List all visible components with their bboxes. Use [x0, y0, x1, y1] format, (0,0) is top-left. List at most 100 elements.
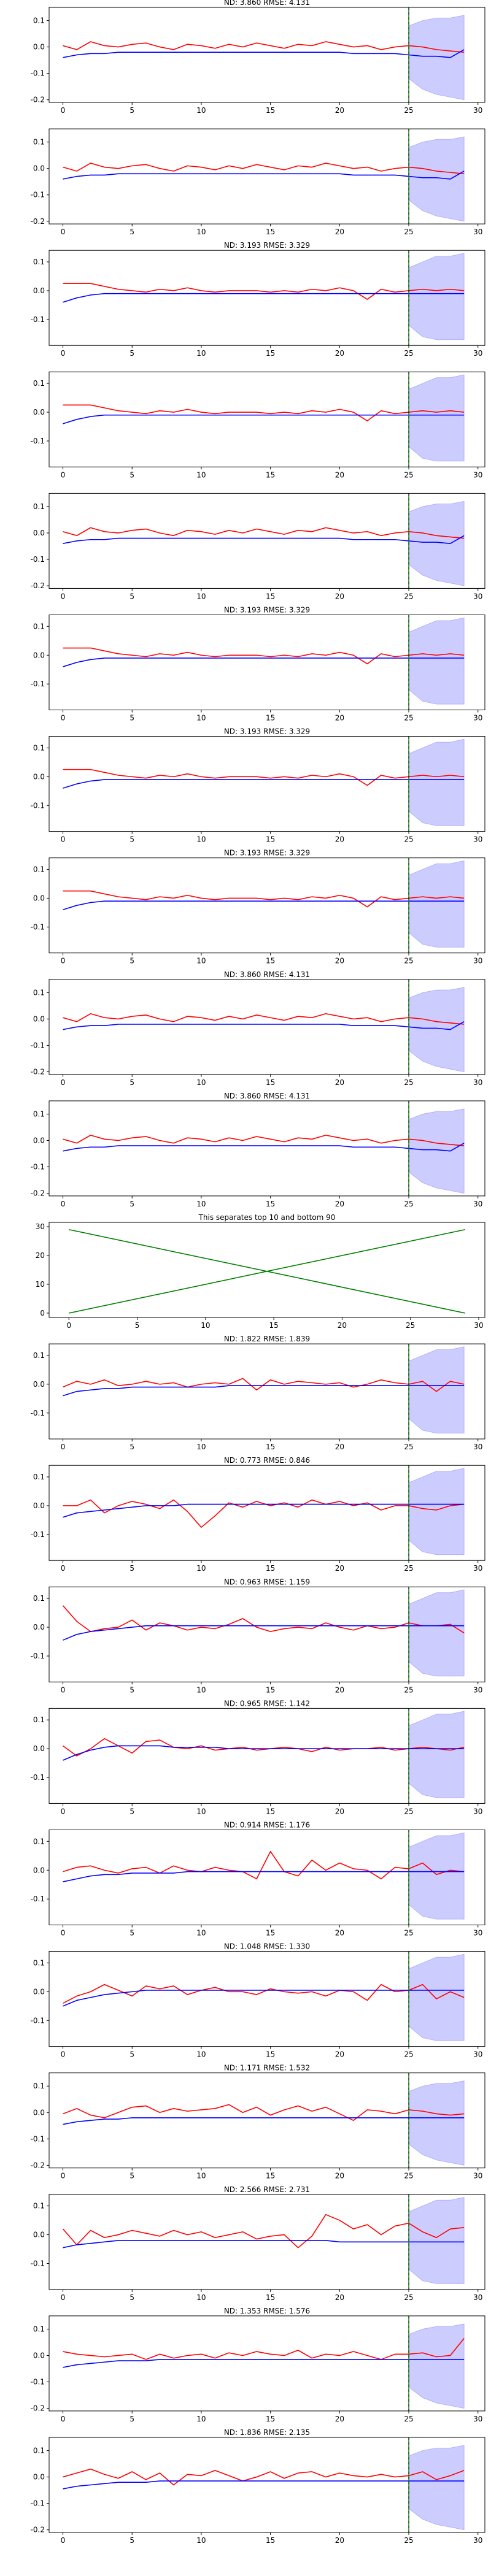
subplot-20: ND: 1.836 RMSE: 2.135 0 5 10 15 20 25 30 -0.2 -0.… [31, 2428, 485, 2545]
x-tick-label: 20 [335, 470, 344, 479]
x-tick-label: 20 [335, 714, 344, 723]
x-tick-label: 30 [473, 349, 482, 358]
y-tick-label: 0.0 [33, 1623, 45, 1631]
y-tick-label: 0.0 [33, 772, 45, 781]
x-tick-label: 5 [130, 1443, 134, 1451]
subplot-12: ND: 0.773 RMSE: 0.846 0 5 10 15 20 25 30 -0.1 0.0… [31, 1456, 485, 1573]
x-tick-label: 0 [61, 1200, 66, 1208]
confidence-band [408, 1711, 465, 1798]
x-tick-label: 25 [404, 1443, 413, 1451]
y-tick-label: 0.1 [33, 865, 45, 873]
forecast-series-line [63, 49, 465, 58]
y-tick-label: -0.1 [31, 2016, 45, 2025]
x-tick-label: 0 [61, 470, 66, 479]
x-tick-label: 20 [338, 1321, 347, 1330]
x-tick-label: 10 [196, 2050, 206, 2059]
axes-frame [48, 1951, 485, 2047]
x-tick-label: 15 [266, 1564, 275, 1573]
y-tick-label: -0.1 [31, 922, 45, 931]
confidence-band [408, 860, 465, 948]
y-tick-label: 0.1 [33, 1715, 45, 1724]
forecast-series-line [63, 1385, 465, 1397]
y-tick-label: 0.1 [33, 2082, 45, 2090]
subplot-title: ND: 3.860 RMSE: 4.131 [224, 0, 310, 7]
actual-series-line [63, 890, 465, 908]
x-tick-label: 30 [473, 106, 482, 115]
y-tick-label: 0.1 [33, 2202, 45, 2210]
y-tick-label: 0.1 [33, 502, 45, 511]
y-tick-label: -0.1 [31, 69, 45, 78]
x-tick-label: 25 [404, 2293, 413, 2302]
x-tick-label: 10 [196, 835, 206, 844]
x-tick-label: 30 [473, 714, 482, 723]
axes-frame [48, 7, 485, 103]
x-tick-label: 0 [61, 1685, 66, 1694]
forecast-series-line [63, 1990, 465, 2007]
x-tick-label: 0 [61, 2536, 66, 2545]
x-tick-label: 10 [196, 592, 206, 600]
forecast-series-line [63, 293, 465, 303]
actual-series-line [63, 283, 465, 300]
x-tick-label: 30 [473, 1564, 482, 1573]
x-tick-label: 30 [473, 1685, 482, 1694]
x-tick-label: 25 [404, 1564, 413, 1573]
y-tick-label: 0.1 [33, 1351, 45, 1360]
axes-frame [48, 371, 485, 467]
confidence-band [408, 136, 465, 222]
y-tick-label: 0.0 [33, 1501, 45, 1510]
forecast-series-line [63, 535, 465, 545]
confidence-band [408, 1108, 465, 1194]
actual-series-line [63, 41, 465, 53]
subplot-title: ND: 3.193 RMSE: 3.329 [224, 849, 310, 857]
y-tick-label: 0.1 [33, 1110, 45, 1118]
x-tick-label: 10 [196, 2536, 206, 2545]
y-tick-label: -0.2 [31, 2526, 45, 2534]
x-tick-label: 5 [130, 1200, 134, 1208]
actual-series-line [63, 527, 465, 539]
confidence-band [408, 738, 465, 826]
confidence-band [408, 1346, 465, 1434]
y-tick-label: -0.1 [31, 1163, 45, 1171]
x-tick-label: 25 [404, 714, 413, 723]
x-tick-label: 25 [404, 1078, 413, 1087]
y-tick-label: 0.0 [33, 2473, 45, 2482]
y-tick-label: -0.1 [31, 1530, 45, 1539]
x-tick-label: 20 [335, 1807, 344, 1815]
y-tick-label: 0.1 [33, 1594, 45, 1603]
x-tick-label: 15 [266, 957, 275, 965]
y-tick-label: -0.1 [31, 680, 45, 688]
x-tick-label: 5 [130, 1564, 134, 1573]
x-tick-label: 30 [473, 2172, 482, 2180]
axes-frame [48, 1465, 485, 1561]
subplot-3: 0 5 10 15 20 25 30 -0.1 0.0 0.1 [31, 371, 485, 479]
y-tick-label: -0.2 [31, 1067, 45, 1076]
x-tick-label: 10 [196, 1443, 206, 1451]
x-tick-label: 10 [201, 1321, 210, 1330]
actual-series-line [62, 1605, 465, 1634]
actual-series-line [63, 1135, 465, 1146]
y-tick-label: 0.0 [33, 529, 45, 537]
confidence-band [408, 1953, 465, 2041]
x-tick-label: 30 [473, 2050, 482, 2059]
x-tick-label: 25 [404, 957, 413, 965]
actual-series-line [63, 1850, 465, 1880]
subplot-title: ND: 1.836 RMSE: 2.135 [224, 2428, 310, 2437]
forecast-series-line [63, 2240, 465, 2248]
x-tick-label: 20 [335, 1564, 344, 1573]
x-tick-label: 10 [196, 1200, 206, 1208]
axes-frame [48, 2194, 485, 2290]
y-tick-label: -0.1 [31, 555, 45, 564]
x-tick-label: 25 [404, 2172, 413, 2180]
subplot-title: ND: 1.822 RMSE: 1.839 [224, 1335, 310, 1343]
y-tick-label: 0.1 [33, 17, 45, 25]
x-tick-label: 5 [130, 1807, 134, 1815]
forecast-series-line [63, 171, 465, 180]
x-tick-label: 30 [473, 2293, 482, 2302]
y-tick-label: 0.0 [33, 651, 45, 659]
axes-frame [48, 2072, 485, 2169]
y-tick-label: -0.1 [31, 315, 45, 324]
subplot-title: ND: 0.965 RMSE: 1.142 [224, 1699, 310, 1708]
x-tick-label: 10 [196, 957, 206, 965]
y-tick-label: 0.1 [33, 138, 45, 147]
